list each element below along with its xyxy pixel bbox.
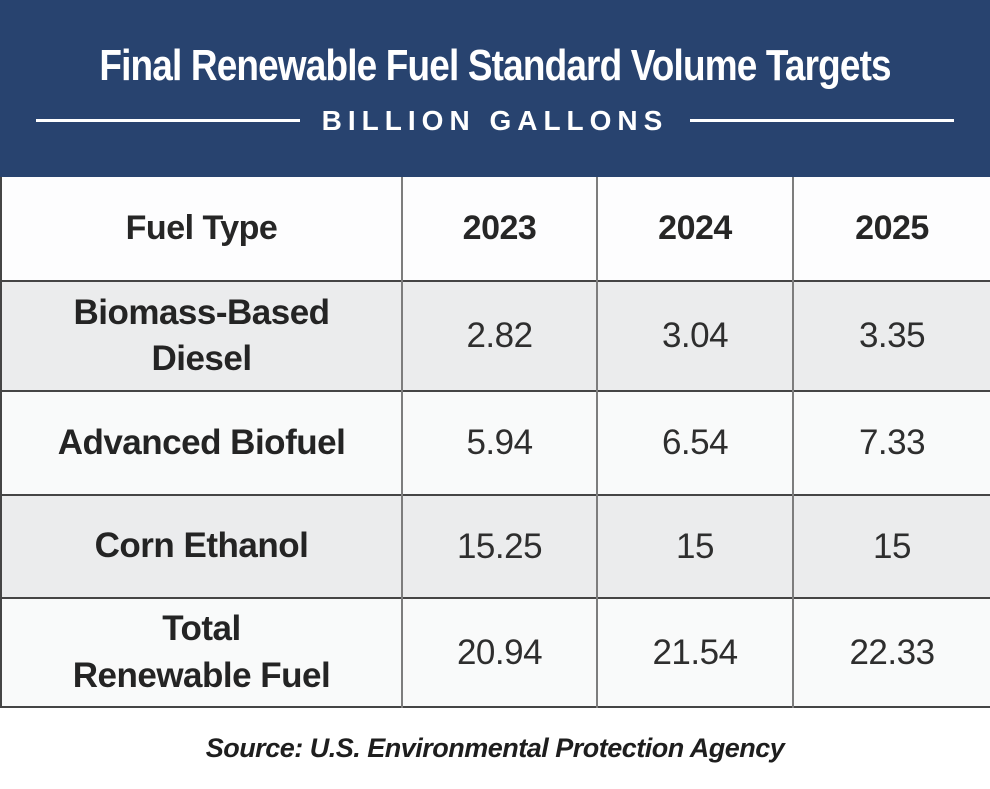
- column-header-2023: 2023: [401, 177, 597, 281]
- value-cell-2023: 15.25: [401, 495, 597, 598]
- fuel-type-cell: Corn Ethanol: [94, 526, 309, 566]
- subtitle-row: BILLION GALLONS: [0, 105, 990, 137]
- page-subtitle: BILLION GALLONS: [321, 104, 669, 136]
- value-cell-2024: 21.54: [596, 598, 793, 707]
- table-header-row: Fuel Type 2023 2024 2025: [1, 177, 990, 281]
- fuel-type-cell: Advanced Biofuel: [57, 422, 346, 462]
- source-attribution: Source: U.S. Environmental Protection Ag…: [205, 732, 785, 763]
- column-header-2024: 2024: [596, 177, 793, 281]
- value-cell-2024: 15: [596, 495, 793, 598]
- header-banner: Final Renewable Fuel Standard Volume Tar…: [0, 0, 990, 177]
- column-header-fuel-type: Fuel Type: [125, 209, 278, 247]
- table-row-advanced-biofuel: Advanced Biofuel 5.94 6.54 7.33: [1, 391, 990, 495]
- value-cell-2025: 15: [792, 495, 990, 598]
- value-cell-2025: 22.33: [792, 598, 990, 707]
- fuel-type-cell: Biomass-Based Diesel: [73, 292, 330, 378]
- value-cell-2023: 5.94: [401, 391, 597, 495]
- subtitle-rule-left: [36, 119, 300, 122]
- fuel-type-cell: Total Renewable Fuel: [72, 609, 331, 695]
- rfs-volume-table: Fuel Type 2023 2024 2025 Biomass-Based D…: [0, 177, 990, 708]
- page-title: Final Renewable Fuel Standard Volume Tar…: [99, 40, 891, 90]
- table-row-biomass-based-diesel: Biomass-Based Diesel 2.82 3.04 3.35: [1, 281, 990, 391]
- footer: Source: U.S. Environmental Protection Ag…: [0, 708, 990, 788]
- table-row-corn-ethanol: Corn Ethanol 15.25 15 15: [1, 495, 990, 598]
- value-cell-2025: 7.33: [792, 391, 990, 495]
- table-row-total-renewable-fuel: Total Renewable Fuel 20.94 21.54 22.33: [1, 598, 990, 707]
- subtitle-rule-right: [690, 119, 954, 122]
- value-cell-2024: 3.04: [596, 281, 793, 391]
- column-header-2025: 2025: [792, 177, 990, 281]
- value-cell-2025: 3.35: [792, 281, 990, 391]
- value-cell-2024: 6.54: [596, 391, 793, 495]
- value-cell-2023: 20.94: [401, 598, 597, 707]
- value-cell-2023: 2.82: [401, 281, 597, 391]
